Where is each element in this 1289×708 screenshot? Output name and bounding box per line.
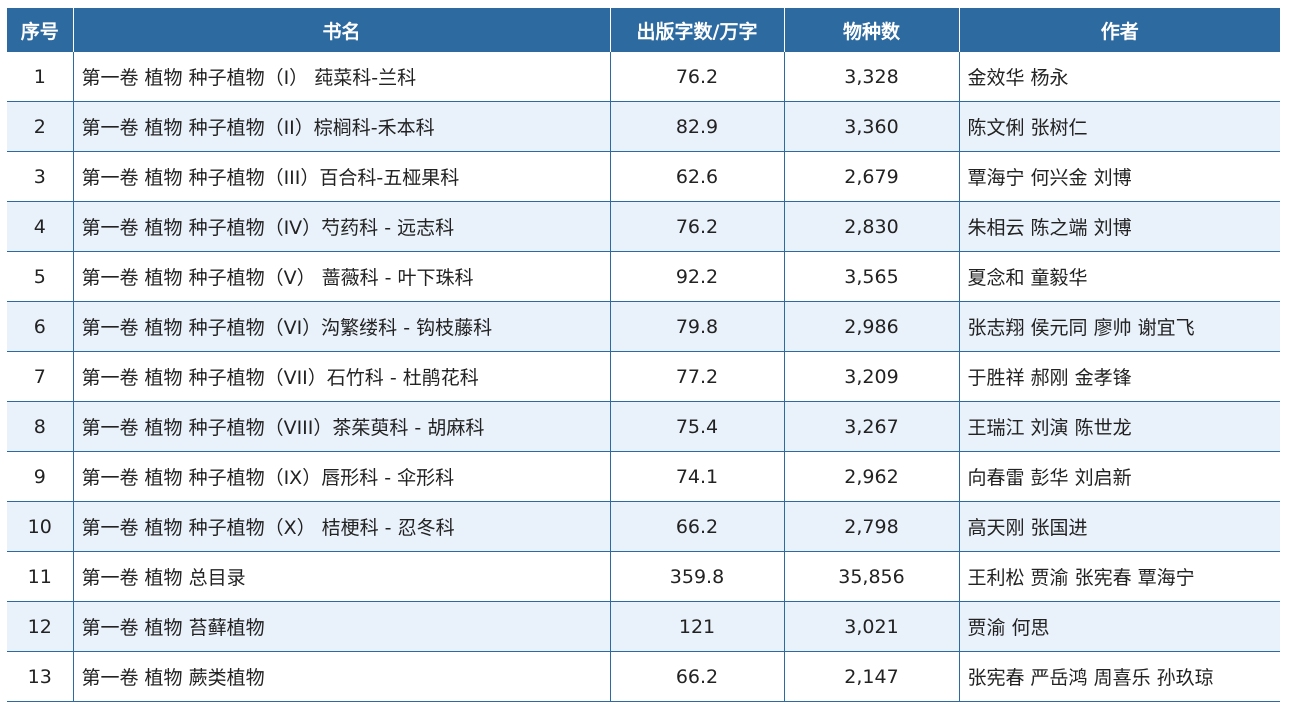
table-row: 6 第一卷 植物 种子植物（VI）沟繁缕科 - 钩枝藤科 79.8 2,986 张志翔 … — [7, 301, 1280, 352]
table-row: 5 第一卷 植物 种子植物（V） 蔷薇科 - 叶下珠科 92.2 3,565 夏念和 童… — [7, 251, 1280, 302]
cell-species: 3,209 — [784, 351, 960, 402]
table-row: 13 第一卷 植物 蕨类植物 66.2 2,147 张宪春 严岳鸿 周喜乐 孙玖琼 — [7, 651, 1280, 702]
cell-authors: 于胜祥 郝刚 金孝锋 — [959, 351, 1280, 402]
cell-authors: 夏念和 童毅华 — [959, 251, 1280, 302]
cell-words: 121 — [610, 601, 785, 652]
table-row: 2 第一卷 植物 种子植物（II）棕榈科-禾本科 82.9 3,360 陈文俐 张树仁 — [7, 101, 1280, 152]
cell-index: 13 — [7, 651, 74, 702]
table-row: 3 第一卷 植物 种子植物（III）百合科-五桠果科 62.6 2,679 覃海宁 何兴… — [7, 151, 1280, 202]
cell-index: 3 — [7, 151, 74, 202]
header-species: 物种数 — [784, 8, 960, 52]
cell-species: 2,798 — [784, 501, 960, 552]
cell-index: 11 — [7, 551, 74, 602]
cell-species: 3,021 — [784, 601, 960, 652]
cell-species: 3,565 — [784, 251, 960, 302]
table-row: 11 第一卷 植物 总目录 359.8 35,856 王利松 贾渝 张宪春 覃海宁 — [7, 551, 1280, 602]
cell-authors: 王瑞江 刘演 陈世龙 — [959, 401, 1280, 452]
cell-words: 76.2 — [610, 201, 785, 252]
cell-words: 62.6 — [610, 151, 785, 202]
cell-words: 66.2 — [610, 501, 785, 552]
cell-index: 9 — [7, 451, 74, 502]
cell-species: 2,962 — [784, 451, 960, 502]
cell-index: 4 — [7, 201, 74, 252]
cell-words: 79.8 — [610, 301, 785, 352]
cell-words: 75.4 — [610, 401, 785, 452]
header-authors: 作者 — [959, 8, 1280, 52]
cell-authors: 向春雷 彭华 刘启新 — [959, 451, 1280, 502]
table-row: 12 第一卷 植物 苔藓植物 121 3,021 贾渝 何思 — [7, 601, 1280, 652]
cell-title: 第一卷 植物 蕨类植物 — [73, 651, 611, 702]
table-row: 7 第一卷 植物 种子植物（VII）石竹科 - 杜鹃花科 77.2 3,209 于胜祥 … — [7, 351, 1280, 402]
cell-title: 第一卷 植物 种子植物（VIII）茶茱萸科 - 胡麻科 — [73, 401, 611, 452]
cell-title: 第一卷 植物 苔藓植物 — [73, 601, 611, 652]
header-index: 序号 — [7, 8, 74, 52]
cell-index: 7 — [7, 351, 74, 402]
cell-title: 第一卷 植物 种子植物（II）棕榈科-禾本科 — [73, 101, 611, 152]
cell-authors: 陈文俐 张树仁 — [959, 101, 1280, 152]
cell-species: 3,328 — [784, 52, 960, 102]
cell-species: 2,679 — [784, 151, 960, 202]
cell-index: 1 — [7, 52, 74, 102]
cell-title: 第一卷 植物 种子植物（VII）石竹科 - 杜鹃花科 — [73, 351, 611, 402]
table-row: 1 第一卷 植物 种子植物（I） 莼菜科-兰科 76.2 3,328 金效华 杨永 — [7, 52, 1280, 102]
cell-index: 8 — [7, 401, 74, 452]
cell-index: 5 — [7, 251, 74, 302]
table-header: 序号 书名 出版字数/万字 物种数 作者 — [7, 8, 1280, 52]
table-row: 10 第一卷 植物 种子植物（X） 桔梗科 - 忍冬科 66.2 2,798 高天刚 张… — [7, 501, 1280, 552]
header-title: 书名 — [73, 8, 611, 52]
cell-authors: 高天刚 张国进 — [959, 501, 1280, 552]
book-table: 序号 书名 出版字数/万字 物种数 作者 1 第一卷 植物 种子植物（I） 莼菜科… — [7, 8, 1280, 702]
cell-species: 2,147 — [784, 651, 960, 702]
cell-index: 2 — [7, 101, 74, 152]
cell-words: 76.2 — [610, 52, 785, 102]
cell-authors: 覃海宁 何兴金 刘博 — [959, 151, 1280, 202]
cell-words: 77.2 — [610, 351, 785, 402]
cell-words: 74.1 — [610, 451, 785, 502]
cell-species: 3,360 — [784, 101, 960, 152]
cell-title: 第一卷 植物 种子植物（III）百合科-五桠果科 — [73, 151, 611, 202]
cell-authors: 张宪春 严岳鸿 周喜乐 孙玖琼 — [959, 651, 1280, 702]
cell-words: 82.9 — [610, 101, 785, 152]
cell-authors: 朱相云 陈之端 刘博 — [959, 201, 1280, 252]
cell-authors: 金效华 杨永 — [959, 52, 1280, 102]
table-row: 4 第一卷 植物 种子植物（IV）芍药科 - 远志科 76.2 2,830 朱相云 陈之… — [7, 201, 1280, 252]
cell-words: 359.8 — [610, 551, 785, 602]
table-row: 9 第一卷 植物 种子植物（IX）唇形科 - 伞形科 74.1 2,962 向春雷 彭华… — [7, 451, 1280, 502]
table-row: 8 第一卷 植物 种子植物（VIII）茶茱萸科 - 胡麻科 75.4 3,267 王瑞江… — [7, 401, 1280, 452]
cell-index: 6 — [7, 301, 74, 352]
cell-species: 35,856 — [784, 551, 960, 602]
cell-authors: 贾渝 何思 — [959, 601, 1280, 652]
header-row: 序号 书名 出版字数/万字 物种数 作者 — [7, 8, 1280, 52]
cell-words: 66.2 — [610, 651, 785, 702]
table-body: 1 第一卷 植物 种子植物（I） 莼菜科-兰科 76.2 3,328 金效华 杨永 2 第一… — [7, 52, 1280, 702]
cell-title: 第一卷 植物 种子植物（I） 莼菜科-兰科 — [73, 52, 611, 102]
cell-title: 第一卷 植物 种子植物（IX）唇形科 - 伞形科 — [73, 451, 611, 502]
header-words: 出版字数/万字 — [610, 8, 785, 52]
cell-species: 2,830 — [784, 201, 960, 252]
cell-words: 92.2 — [610, 251, 785, 302]
cell-title: 第一卷 植物 总目录 — [73, 551, 611, 602]
cell-title: 第一卷 植物 种子植物（VI）沟繁缕科 - 钩枝藤科 — [73, 301, 611, 352]
cell-authors: 张志翔 侯元同 廖帅 谢宜飞 — [959, 301, 1280, 352]
cell-title: 第一卷 植物 种子植物（IV）芍药科 - 远志科 — [73, 201, 611, 252]
cell-species: 2,986 — [784, 301, 960, 352]
cell-index: 12 — [7, 601, 74, 652]
cell-index: 10 — [7, 501, 74, 552]
cell-title: 第一卷 植物 种子植物（X） 桔梗科 - 忍冬科 — [73, 501, 611, 552]
cell-title: 第一卷 植物 种子植物（V） 蔷薇科 - 叶下珠科 — [73, 251, 611, 302]
cell-species: 3,267 — [784, 401, 960, 452]
cell-authors: 王利松 贾渝 张宪春 覃海宁 — [959, 551, 1280, 602]
